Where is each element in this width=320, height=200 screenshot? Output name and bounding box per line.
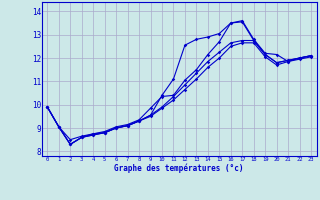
X-axis label: Graphe des températures (°c): Graphe des températures (°c)	[115, 163, 244, 173]
